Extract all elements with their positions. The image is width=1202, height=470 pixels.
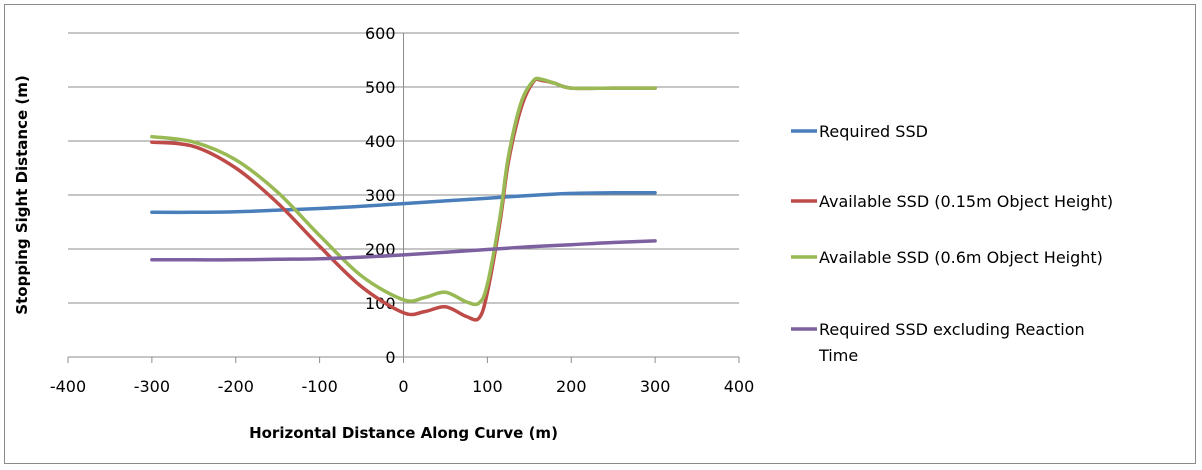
x-tick-label: 0 [398, 377, 408, 396]
series-line-3 [150, 76, 657, 307]
legend-label-4: Time [818, 346, 858, 365]
x-tick-label: -300 [134, 377, 170, 396]
legend-label-4: Required SSD excluding Reaction [819, 320, 1085, 339]
y-tick-label: 400 [365, 132, 396, 151]
y-axis-title: Stopping Sight Distance (m) [13, 75, 31, 314]
legend-label-2: Available SSD (0.15m Object Height) [819, 192, 1113, 211]
series-line-1 [150, 191, 657, 215]
legend: Required SSD Available SSD (0.15m Object … [791, 122, 1113, 365]
x-tick-label: -100 [301, 377, 337, 396]
y-tick-label: 300 [365, 186, 396, 205]
x-tick-label: 100 [472, 377, 503, 396]
x-axis-title: Horizontal Distance Along Curve (m) [249, 424, 558, 442]
x-tick-label: 300 [640, 377, 671, 396]
chart-area: 0 100 200 300 400 500 600 -400 -300 -200 -100 0 100 2… [4, 4, 1196, 464]
series-line-4 [150, 239, 657, 262]
y-tick-label: 600 [365, 24, 396, 43]
y-tick-label: 0 [385, 348, 395, 367]
series-lines [150, 76, 657, 322]
x-tick-label: 200 [556, 377, 587, 396]
axes [67, 32, 740, 363]
x-tick-label: -400 [50, 377, 86, 396]
y-tick-label: 100 [365, 294, 396, 313]
legend-label-1: Required SSD [819, 122, 928, 141]
y-tick-label: 500 [365, 78, 396, 97]
x-tick-label: 400 [724, 377, 755, 396]
x-tick-label: -200 [218, 377, 254, 396]
legend-label-3: Available SSD (0.6m Object Height) [819, 248, 1103, 267]
